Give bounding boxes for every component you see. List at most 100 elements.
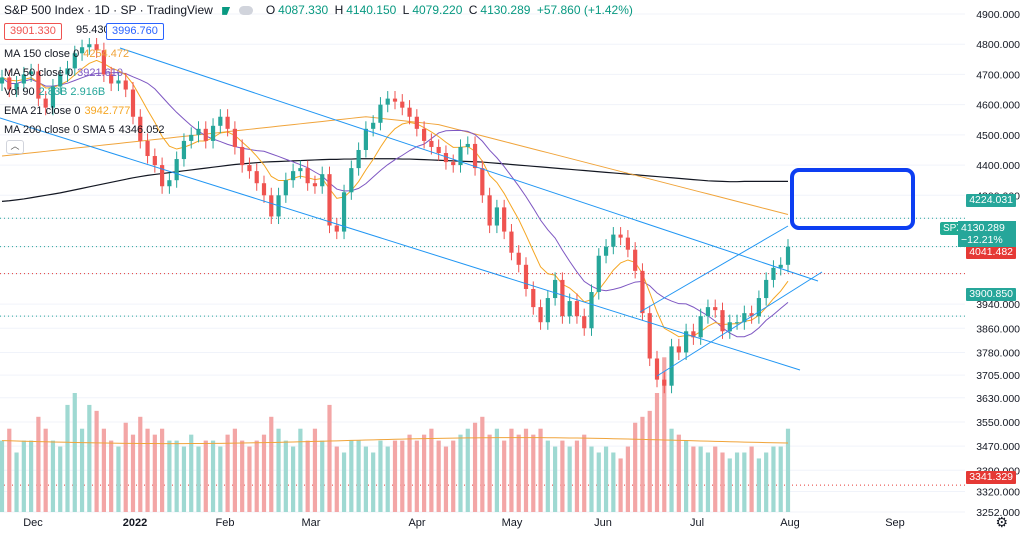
candle-body (305, 168, 310, 184)
candle-body (662, 379, 667, 386)
volume-bar (785, 428, 791, 512)
candle-body (516, 252, 521, 265)
candle-body (713, 307, 718, 311)
price-tag-4041: 4041.482 (966, 246, 1016, 259)
indicator-ma200[interactable]: MA 200 close 0 SMA 5 4346.052 (4, 124, 165, 136)
ohlc-readout: O 4087.330 H 4140.150 L 4079.220 C 4130.289 … (265, 3, 633, 17)
candle-body (756, 298, 761, 317)
candle-body (283, 180, 288, 196)
candles (0, 36, 791, 394)
volume-bar (167, 440, 172, 512)
volume-bar (611, 452, 616, 512)
candle-body (356, 149, 361, 169)
time-tick-label: May (502, 517, 523, 529)
indicator-ema21[interactable]: EMA 21 close 0 3942.777 (4, 105, 131, 117)
volume-bar (341, 452, 347, 512)
volume-bar (232, 428, 237, 512)
price-tick-label: 4400.000 (976, 160, 1020, 172)
volume-bar (29, 440, 34, 512)
volume-bar (727, 458, 732, 512)
candle-body (407, 107, 412, 117)
candle-body (21, 74, 26, 84)
buy-button[interactable]: 3996.760 (106, 23, 164, 40)
trend-drawings (0, 47, 915, 377)
candle-body (472, 143, 478, 169)
time-tick-label: Jun (594, 517, 612, 529)
candle-body (371, 122, 376, 129)
volume-bar (116, 446, 121, 512)
volume-bar (625, 446, 630, 512)
gear-icon[interactable]: ⚙ (995, 514, 1008, 530)
price-tick-label: 3940.000 (976, 299, 1020, 311)
candle-body (145, 140, 150, 157)
visibility-icon[interactable] (239, 6, 254, 16)
volume-bar (509, 428, 514, 512)
indicator-ma50[interactable]: MA 50 close 0 3921.610 (4, 67, 123, 79)
candle-body (429, 140, 434, 147)
symbol-title[interactable]: S&P 500 Index · 1D · SP · TradingView (4, 3, 213, 17)
volume-bar (327, 404, 332, 512)
volume-bar (356, 440, 361, 512)
volume-bar (734, 452, 740, 512)
sell-button[interactable]: 3901.330 (4, 23, 62, 40)
price-tag-4224: 4224.031 (966, 194, 1016, 207)
ma50-line (1, 71, 789, 338)
candle-body (152, 156, 157, 166)
candle-body (676, 346, 681, 353)
volume-bar (531, 434, 536, 512)
candle-body (196, 128, 201, 135)
candle-body (327, 174, 332, 226)
ma200-line (1, 158, 788, 202)
volume-bar (691, 446, 696, 512)
volume-bar (392, 440, 398, 512)
downtrend-channel-upper (119, 47, 819, 282)
candle-body (734, 322, 740, 324)
volume-bar (181, 446, 187, 512)
volume-bar (254, 440, 259, 512)
candle-body (174, 159, 179, 181)
candle-body (334, 225, 339, 232)
volume-bar (560, 440, 565, 512)
volume-bar (720, 452, 725, 512)
volume-bar (349, 440, 354, 512)
volume-bar (145, 428, 150, 512)
candle-body (785, 246, 791, 265)
candle-body (603, 246, 609, 256)
volume-bar (371, 452, 376, 512)
candle-body (240, 146, 245, 166)
candle-body (749, 313, 754, 317)
indicator-ma150[interactable]: MA 150 close 0 4254.472 (4, 48, 130, 60)
ma150-line (1, 116, 789, 216)
volume-bar (589, 446, 594, 512)
volume-bar (36, 416, 41, 512)
candle-body (363, 128, 368, 150)
candle-body (298, 168, 303, 172)
candle-body (771, 267, 776, 280)
volume-bar (669, 428, 674, 512)
candle-body (218, 116, 223, 126)
time-tick-label: Sep (885, 517, 905, 529)
indicator-vol[interactable]: Vol 90 2.83B 2.916B (4, 86, 106, 98)
volume-bar (0, 440, 5, 512)
volume-bar (545, 440, 550, 512)
candle-body (764, 279, 769, 299)
price-tick-label: 4600.000 (976, 100, 1020, 112)
volume-bar (261, 434, 267, 512)
candle-body (87, 44, 92, 48)
candle-body (43, 98, 48, 108)
volume-bar (553, 446, 558, 512)
price-tick-label: 4900.000 (976, 9, 1020, 21)
volume-bar (451, 440, 456, 512)
price-tick-label: 3780.000 (976, 347, 1020, 359)
chevron-up-icon[interactable]: ︿ (6, 140, 24, 154)
time-tick-label: Dec (23, 517, 43, 529)
candle-body (400, 101, 405, 108)
target-zone-box (790, 168, 915, 230)
candle-body (123, 80, 128, 90)
candle-body (443, 153, 449, 163)
candle-body (647, 313, 652, 359)
candle-body (560, 279, 565, 317)
volume-bar (516, 434, 521, 512)
